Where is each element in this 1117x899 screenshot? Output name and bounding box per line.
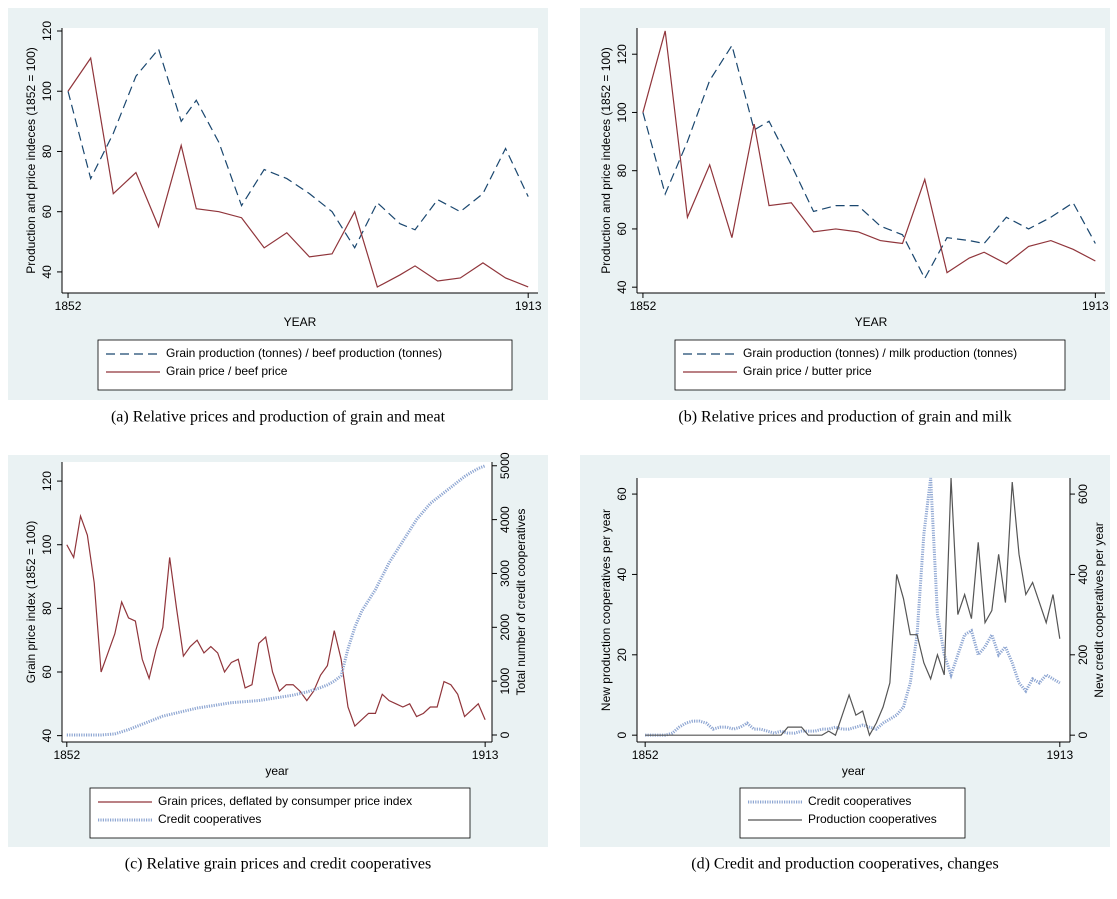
caption: (c) Relative grain prices and credit coo… — [125, 856, 432, 873]
y2-tick-label: 400 — [1076, 564, 1090, 584]
y-axis-label: Production and price indeces (1852 = 100… — [24, 47, 38, 273]
legend-box — [97, 339, 513, 391]
y2-axis-label: Total number of credit cooperatives — [514, 509, 528, 696]
y2-tick-label: 2000 — [498, 614, 512, 641]
y-tick-label: 120 — [615, 44, 629, 64]
legend-label: Grain production (tonnes) / beef product… — [166, 346, 442, 360]
x-axis-label: year — [842, 764, 865, 778]
y-tick-label: 40 — [40, 265, 54, 279]
x-axis-label: YEAR — [855, 315, 888, 329]
y2-tick-label: 3000 — [498, 560, 512, 587]
x-tick-label: 1913 — [1046, 748, 1073, 762]
y-tick-label: 80 — [40, 601, 54, 615]
y-tick-label: 80 — [40, 144, 54, 158]
legend-box — [674, 339, 1066, 391]
x-tick-label: 1913 — [1082, 299, 1109, 313]
y-tick-label: 20 — [615, 648, 629, 662]
series-line — [67, 56, 529, 288]
y-axis-label: New production cooperatives per year — [599, 509, 613, 711]
x-axis-label: YEAR — [284, 315, 317, 329]
y-tick-label: 100 — [40, 81, 54, 101]
legend-box — [89, 787, 471, 839]
legend-label: Credit cooperatives — [158, 812, 261, 826]
y-tick-label: 100 — [40, 534, 54, 554]
x-tick-label: 1913 — [515, 299, 542, 313]
series-line — [642, 30, 1096, 274]
y-tick-label: 120 — [40, 471, 54, 491]
y-tick-label: 60 — [615, 222, 629, 236]
plot-area — [62, 28, 538, 293]
y-tick-label: 100 — [615, 102, 629, 122]
legend-label: Production cooperatives — [808, 812, 937, 826]
legend-label: Grain production (tonnes) / milk product… — [743, 346, 1017, 360]
y-tick-label: 40 — [40, 729, 54, 743]
x-tick-label: 1852 — [55, 299, 82, 313]
legend-label: Grain price / beef price — [166, 364, 288, 378]
y-tick-label: 0 — [615, 732, 629, 739]
y-tick-label: 120 — [40, 21, 54, 41]
series-line — [66, 464, 486, 737]
legend-label: Grain prices, deflated by consumper pric… — [158, 794, 412, 808]
y2-tick-label: 0 — [1076, 732, 1090, 739]
y2-tick-label: 600 — [1076, 484, 1090, 504]
y2-axis-label: New credit cooperatives per year — [1092, 522, 1106, 697]
y2-tick-label: 0 — [498, 731, 512, 738]
plot-area — [62, 462, 492, 742]
legend-label: Credit cooperatives — [808, 794, 911, 808]
legend-box — [739, 787, 966, 839]
x-tick-label: 1852 — [630, 299, 657, 313]
caption: (a) Relative prices and production of gr… — [111, 409, 446, 426]
y-axis-label: Production and price indeces (1852 = 100… — [599, 47, 613, 273]
plot-area — [637, 478, 1070, 742]
y2-tick-label: 200 — [1076, 644, 1090, 664]
y2-tick-label: 1000 — [498, 667, 512, 694]
x-tick-label: 1913 — [472, 748, 499, 762]
y-tick-label: 60 — [615, 487, 629, 501]
y-tick-label: 40 — [615, 280, 629, 294]
y-tick-label: 80 — [615, 164, 629, 178]
series-line — [645, 477, 1061, 737]
x-tick-label: 1852 — [632, 748, 659, 762]
series-line — [642, 43, 1096, 280]
y2-tick-label: 4000 — [498, 506, 512, 533]
caption: (d) Credit and production cooperatives, … — [691, 856, 998, 873]
y-axis-label: Grain price index (1852 = 100) — [24, 521, 38, 683]
legend-label: Grain price / butter price — [743, 364, 872, 378]
caption: (b) Relative prices and production of gr… — [678, 409, 1011, 426]
x-tick-label: 1852 — [53, 748, 80, 762]
y-tick-label: 60 — [40, 205, 54, 219]
x-axis-label: year — [265, 764, 288, 778]
series-line — [66, 513, 486, 728]
y-tick-label: 40 — [615, 567, 629, 581]
y2-tick-label: 5000 — [498, 452, 512, 479]
plot-area — [637, 28, 1105, 293]
y-tick-label: 60 — [40, 665, 54, 679]
series-line — [67, 47, 529, 250]
